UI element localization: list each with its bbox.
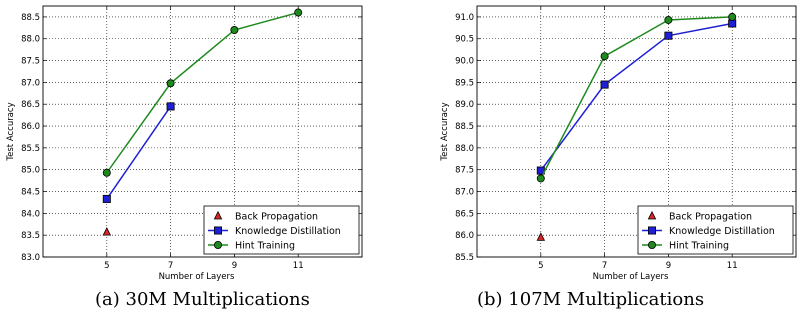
series-back-propagation-point: [536, 232, 546, 241]
x-tick-label: 5: [104, 261, 109, 271]
x-axis-label: Number of Layers: [159, 272, 235, 282]
y-tick-label: 85.5: [455, 253, 474, 263]
series-hint-training-point: [536, 174, 545, 183]
series-hint-training-line: [540, 16, 733, 179]
y-tick-label: 86.0: [455, 231, 474, 241]
series-knowledge-distillation-point: [102, 194, 111, 203]
series-knowledge-distillation-point: [166, 102, 175, 111]
series-hint-training-point: [294, 8, 303, 17]
legend-back-propagation-marker: [213, 210, 223, 220]
legend: Back Propagation Knowledge Distillation Hi…: [637, 205, 794, 255]
y-tick-label: 84.5: [21, 188, 40, 198]
plot-frame: [476, 5, 797, 258]
y-tick-label: 88.5: [455, 122, 474, 132]
legend-knowledge-distillation-marker: [213, 226, 222, 235]
legend-hint-training-label: Hint Training: [669, 241, 729, 252]
series-hint-training-point: [664, 15, 673, 24]
x-tick-label: 7: [602, 261, 607, 271]
series-hint-training-point: [166, 79, 175, 88]
series-hint-training-point: [600, 52, 609, 61]
legend-knowledge-distillation-label: Knowledge Distillation: [669, 226, 775, 237]
legend-hint-training-marker: [648, 240, 657, 249]
caption-a: (a) 30M Multiplications: [95, 289, 310, 310]
y-tick-label: 85.5: [21, 144, 40, 154]
y-tick-label: 89.5: [455, 78, 474, 88]
series-knowledge-distillation-point: [728, 19, 737, 28]
legend-box: [203, 205, 360, 255]
legend-hint-training-marker: [213, 240, 222, 249]
y-tick-label: 91.0: [455, 13, 474, 23]
series-hint-training-point: [230, 26, 239, 35]
y-tick-label: 84.0: [21, 209, 40, 219]
plot-frame: [42, 5, 363, 258]
series-hint-training-point: [728, 12, 737, 21]
y-tick-label: 87.5: [455, 166, 474, 176]
y-tick-label: 86.5: [455, 209, 474, 219]
x-axis-label: Number of Layers: [593, 272, 669, 282]
y-axis-label: Test Accuracy: [6, 102, 16, 161]
y-tick-label: 87.0: [455, 188, 474, 198]
legend-hint-training-label: Hint Training: [235, 241, 295, 252]
y-tick-label: 90.5: [455, 35, 474, 45]
series-knowledge-distillation-line: [106, 105, 172, 200]
series-hint-training-line: [106, 11, 299, 174]
y-tick-label: 86.0: [21, 122, 40, 132]
caption-b: (b) 107M Multiplications: [477, 289, 705, 310]
y-tick-label: 83.5: [21, 231, 40, 241]
x-tick-label: 11: [727, 261, 738, 271]
series-hint-training-point: [102, 168, 111, 177]
y-tick-label: 90.0: [455, 57, 474, 67]
y-tick-label: 88.5: [21, 13, 40, 23]
series-knowledge-distillation-point: [600, 80, 609, 89]
legend-back-propagation-label: Back Propagation: [669, 212, 752, 223]
x-tick-label: 5: [538, 261, 543, 271]
legend-back-propagation-marker: [647, 210, 657, 220]
y-tick-label: 88.0: [455, 144, 474, 154]
y-tick-label: 85.0: [21, 166, 40, 176]
chart-b: 85.5 86.0 86.5 87.0 87.5 88.0 88.5 89.0 89.5 90.0…: [440, 5, 797, 282]
legend-knowledge-distillation-label: Knowledge Distillation: [235, 226, 341, 237]
y-tick-label: 83.0: [21, 253, 40, 263]
legend: Back Propagation Knowledge Distillation Hi…: [203, 205, 360, 255]
y-tick-label: 87.5: [21, 57, 40, 67]
series-knowledge-distillation-line: [540, 22, 733, 172]
series-back-propagation-point: [102, 227, 112, 236]
legend-box: [637, 205, 794, 255]
legend-knowledge-distillation-marker: [648, 226, 657, 235]
x-tick-label: 7: [168, 261, 173, 271]
x-tick-label: 11: [293, 261, 304, 271]
y-tick-label: 87.0: [21, 78, 40, 88]
y-tick-label: 88.0: [21, 35, 40, 45]
x-tick-label: 9: [232, 261, 237, 271]
x-tick-label: 9: [666, 261, 671, 271]
legend-back-propagation-label: Back Propagation: [235, 212, 318, 223]
y-axis-label: Test Accuracy: [440, 102, 450, 161]
chart-a: 83.0 83.5 84.0 84.5 85.0 85.5 86.0 86.5 87.0 87.5…: [6, 5, 363, 282]
series-knowledge-distillation-point: [664, 31, 673, 40]
y-tick-label: 86.5: [21, 100, 40, 110]
y-tick-label: 89.0: [455, 100, 474, 110]
